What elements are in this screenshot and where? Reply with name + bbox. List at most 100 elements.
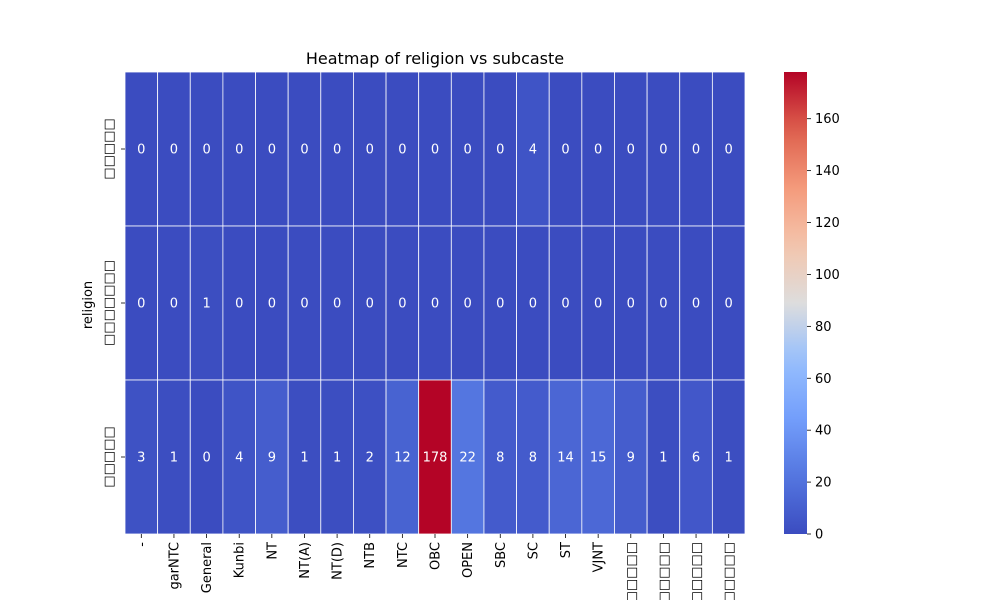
heatmap-cell [483,71,517,227]
cell-value-label: 8 [496,451,504,466]
cell-value-label: 9 [268,451,276,466]
x-tick-label: garNTC [167,542,182,590]
x-tick-label: - [135,542,150,547]
cell-value-label: 0 [366,143,374,158]
heatmap-cell [450,379,485,535]
cell-value-label: 0 [561,297,569,312]
x-tick-label: NTC [396,542,411,568]
heatmap-cell [157,225,191,381]
cell-value-label: 22 [459,451,476,466]
heatmap-cell [646,379,681,535]
heatmap-cell [548,71,583,227]
colorbar-tick-label: 100 [815,268,840,283]
heatmap-cell [418,225,452,381]
heatmap-cell [385,379,420,535]
heatmap-cell [255,379,289,535]
cell-value-label: 0 [496,143,504,158]
cell-value-label: 0 [235,297,243,312]
y-axis-label: religion [81,281,96,329]
colorbar-tick-label: 0 [815,528,823,543]
cell-value-label: 0 [594,143,602,158]
cell-value-label: 4 [529,143,537,158]
x-tick-label: SC [526,542,541,559]
cell-value-label: 1 [659,451,667,466]
x-tick-label: NT [265,542,280,560]
x-tick-label: Kunbi [233,542,248,578]
cell-value-label: 0 [529,297,537,312]
heatmap-cell [189,225,224,381]
heatmap-cell [483,379,517,535]
cell-value-label: 8 [529,451,537,466]
heatmap-cell [222,379,256,535]
y-tick-label: □□□□□ [102,118,117,179]
cell-value-label: 12 [394,451,411,466]
cell-value-label: 0 [627,143,635,158]
heatmap-cell [287,225,322,381]
cell-value-label: 0 [463,297,471,312]
cell-value-label: 0 [170,297,178,312]
heatmap-cell [711,71,746,227]
cell-value-label: 0 [300,297,308,312]
cell-value-label: 14 [557,451,574,466]
cell-value-label: 0 [202,451,210,466]
heatmap-cell [614,71,648,227]
cell-value-label: 0 [398,297,406,312]
x-tick-label: VJNT [592,542,607,572]
cell-value-label: 0 [137,297,145,312]
x-tick-label: ST [559,542,574,558]
cell-value-label: 0 [594,297,602,312]
cell-value-label: 9 [627,451,635,466]
cell-value-label: 0 [333,297,341,312]
heatmap-cell [353,71,387,227]
heatmap-cell [124,71,159,227]
cell-value-label: 178 [423,451,448,466]
heatmap-cell [222,225,256,381]
x-tick-label: SBC [494,542,509,568]
cell-value-label: 0 [398,143,406,158]
cell-value-label: 6 [692,451,700,466]
colorbar-tick-label: 80 [815,320,832,335]
cell-value-label: 0 [561,143,569,158]
cell-value-label: 0 [333,143,341,158]
colorbar-tick-label: 160 [815,112,840,127]
x-tick-label: NT(D) [331,542,346,580]
y-tick-label: □□□□□□□ [102,260,117,346]
x-tick-label: OBC [429,542,444,570]
heatmap-cell [516,379,550,535]
heatmap-cell [679,71,713,227]
colorbar-tick-label: 40 [815,424,832,439]
heatmap-cell [124,379,159,535]
heatmap-cell [646,71,681,227]
heatmap-cell [385,225,420,381]
x-tick-label: General [200,542,215,593]
x-tick-label: OPEN [461,542,476,578]
cell-value-label: 1 [300,451,308,466]
heatmap-cell [483,225,517,381]
cell-value-label: 0 [463,143,471,158]
cell-value-label: 0 [300,143,308,158]
heatmap-cells: 0 0 0 0 0 0 0 0 0 0 0 0 4 0 0 0 0 0 0 0 0 1 0 0 0 0 0 0 0 0 0 0 0 0 0 0 0 0 3 1… [124,71,746,535]
heatmap-cell [614,379,648,535]
x-tick-label: NTB [363,542,378,569]
cell-value-label: 1 [725,451,733,466]
x-axis-ticks: - garNTC General Kunbi NT NT(A) NT(D) NTB NTC OBC… [135,534,737,600]
heatmap-cell [418,379,452,535]
cell-value-label: 0 [235,143,243,158]
colorbar-tick-label: 140 [815,164,840,179]
x-tick-label: □□□□□□□ [624,542,639,600]
cell-value-label: 0 [137,143,145,158]
heatmap-cell [353,379,387,535]
cell-value-label: 0 [431,143,439,158]
x-tick-label: □□□□□□ [657,542,672,600]
cell-value-label: 0 [725,143,733,158]
cell-value-label: 0 [659,143,667,158]
y-tick-label: □□□□□ [102,426,117,487]
cell-value-label: 0 [725,297,733,312]
chart-title: Heatmap of religion vs subcaste [306,49,564,68]
heatmap-cell [711,225,746,381]
cell-value-label: 0 [627,297,635,312]
x-tick-label: □□□□□□□ [722,542,737,600]
cell-value-label: 0 [431,297,439,312]
cell-value-label: 0 [268,297,276,312]
